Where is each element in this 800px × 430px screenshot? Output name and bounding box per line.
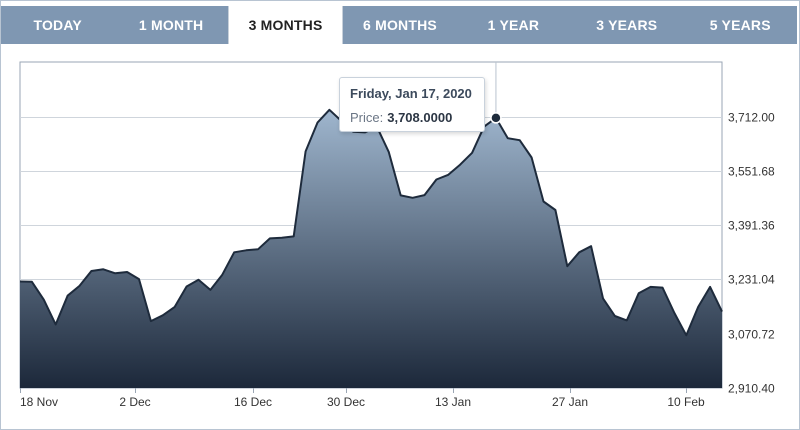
period-tab-bar: TODAY 1 MONTH 3 MONTHS 6 MONTHS 1 YEAR 3… [1, 6, 797, 44]
tab-3-years[interactable]: 3 YEARS [596, 17, 658, 33]
tooltip-price-value: 3,708.0000 [387, 110, 453, 125]
tab-1-month[interactable]: 1 MONTH [138, 17, 204, 33]
tab-1-year[interactable]: 1 YEAR [487, 17, 540, 33]
x-tick-label: 27 Jan [552, 395, 588, 409]
y-tick-label: 3,391.36 [728, 219, 775, 233]
tab-3-months[interactable]: 3 MONTHS [227, 6, 344, 44]
chart-axes: 2,910.40 3,070.72 3,231.04 3,391.36 3,551.68… [20, 111, 775, 409]
tooltip-date: Friday, Jan 17, 2020 [350, 86, 472, 101]
x-tick-label: 16 Dec [234, 395, 272, 409]
x-tick-label: 2 Dec [119, 395, 150, 409]
price-area-fill [20, 109, 722, 389]
y-tick-label: 3,712.00 [728, 111, 775, 125]
price-tooltip: Friday, Jan 17, 2020 Price: 3,708.0000 [339, 77, 485, 132]
tab-5-years[interactable]: 5 YEARS [709, 17, 771, 33]
x-tick-label: 18 Nov [20, 395, 58, 409]
tooltip-price-row: Price: 3,708.0000 [350, 110, 474, 125]
tooltip-price-label: Price: [350, 110, 384, 125]
y-tick-label: 3,551.68 [728, 165, 775, 179]
y-tick-label: 3,070.72 [728, 328, 775, 342]
highlighted-point[interactable] [490, 112, 502, 124]
y-tick-label: 2,910.40 [728, 382, 775, 396]
x-tick-label: 30 Dec [327, 395, 365, 409]
y-tick-label: 3,231.04 [728, 273, 775, 287]
tab-today[interactable]: TODAY [33, 17, 82, 33]
tab-6-months[interactable]: 6 MONTHS [363, 17, 437, 33]
x-tick-label: 10 Feb [667, 395, 705, 409]
x-tick-label: 13 Jan [435, 395, 471, 409]
